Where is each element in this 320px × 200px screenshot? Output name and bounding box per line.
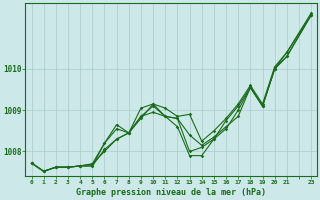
- X-axis label: Graphe pression niveau de la mer (hPa): Graphe pression niveau de la mer (hPa): [76, 188, 266, 197]
